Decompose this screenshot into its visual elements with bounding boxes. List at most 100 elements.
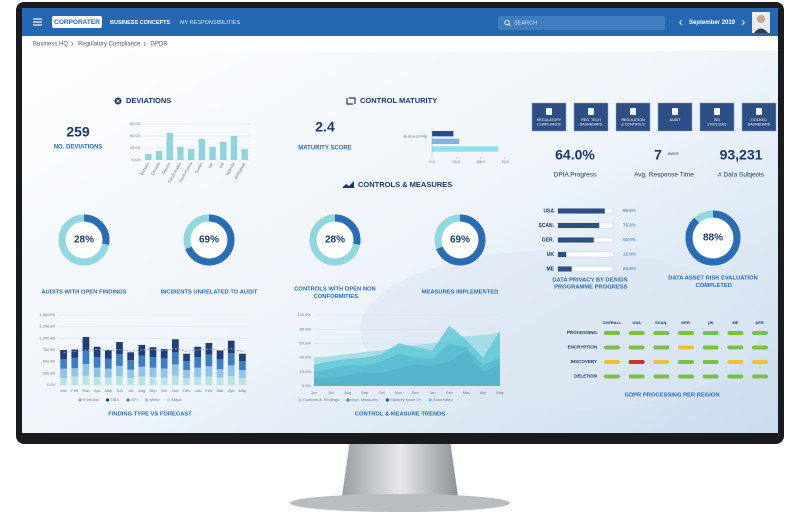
bar-segment (116, 342, 123, 355)
nav-tab[interactable]: BUSINESS CONCEPTS (110, 20, 171, 26)
breadcrumb-item[interactable]: Business HQ (33, 42, 68, 48)
legend-swatch (126, 398, 130, 402)
bar (230, 136, 238, 160)
tile-label[interactable]: DOCKED (751, 118, 767, 122)
breadcrumb-item[interactable]: Regulatory Compliance (78, 42, 141, 48)
panel-title: DEVIATIONS (126, 96, 171, 105)
search-placeholder[interactable]: SEARCH (514, 20, 537, 26)
prev-period[interactable] (678, 19, 683, 26)
bar (558, 208, 605, 214)
breadcrumb-bar (22, 36, 778, 51)
kpi-value: 7 (654, 147, 662, 163)
bar (187, 149, 195, 160)
x-tick-label: Bahrain (139, 162, 150, 176)
y-tick-label: 0.00 (132, 157, 141, 162)
stand-base (290, 494, 510, 512)
tile-label[interactable]: & CONTROLS (621, 122, 645, 126)
bar (209, 146, 216, 160)
tile[interactable] (657, 102, 693, 132)
next-period[interactable] (741, 19, 746, 26)
nav-tab[interactable]: MY RESPONSIBILITIES (180, 20, 240, 26)
period[interactable]: September 2019 (689, 20, 736, 26)
tile-label[interactable]: REGULATION (621, 118, 645, 122)
bar-segment (60, 350, 67, 360)
x-tick-label: Mexico (161, 161, 172, 175)
panel-title: CONTROLS & MEASURES (358, 180, 452, 189)
breadcrumb-item[interactable]: GPDR (150, 42, 168, 48)
x-tick-label: 0.0 (429, 159, 435, 164)
bar-segment (172, 375, 179, 385)
kpi-label: Avg. Response Time (634, 172, 694, 179)
bar-segment (194, 357, 202, 368)
menu-button[interactable] (33, 18, 42, 26)
tile-label[interactable]: AUDIT (670, 118, 682, 122)
donut-value: 69% (450, 235, 470, 246)
bar-segment (205, 354, 213, 367)
kpi-label: DPIA Progress (554, 172, 597, 179)
x-tick-label: May (496, 390, 504, 395)
tile[interactable] (615, 102, 651, 132)
tile-label[interactable]: REGULATORY (537, 118, 562, 122)
y-tick-label: 750.00 (43, 347, 56, 352)
bar (432, 146, 499, 152)
bar (558, 223, 600, 228)
tile[interactable] (573, 102, 609, 132)
tile[interactable] (531, 102, 567, 132)
x-tick-label: May (105, 388, 113, 393)
logo[interactable]: CORPORATER (54, 19, 100, 26)
x-tick-label: Dec (183, 388, 190, 393)
bar-segment (205, 366, 213, 377)
y-tick-label: 0.00 (47, 382, 56, 387)
row-label: DELETION (574, 374, 597, 379)
bar (220, 142, 227, 160)
tile-label[interactable]: 27001:2013 (708, 122, 727, 126)
bar-segment (71, 368, 79, 377)
bar-segment (216, 359, 224, 370)
bar-segment (239, 370, 246, 378)
bar-segment (239, 353, 246, 362)
legend-label: OFI (131, 397, 138, 402)
bar-segment (116, 354, 123, 366)
tile-label[interactable]: ISO (714, 118, 720, 122)
bar-segment (116, 365, 123, 377)
legend-swatch (145, 398, 149, 402)
bar-segment (71, 357, 79, 369)
tile-label[interactable]: REG. TECH (581, 118, 601, 122)
x-tick-label: UK (207, 161, 214, 169)
legend-swatch (167, 398, 171, 402)
x-tick-label: 75.0 (501, 159, 510, 164)
legend-label: OBS (111, 397, 120, 402)
status-cell (653, 360, 670, 364)
donut-caption: DATA ASSET RISK EVALUATION COMPLETED (668, 275, 758, 289)
tile-label[interactable]: DASHBOARD (748, 122, 771, 126)
donut-caption: MEASURES IMPLEMENTED (422, 290, 499, 296)
y-tick-label: 1,500.00 (39, 312, 55, 317)
status-cell (727, 374, 744, 379)
x-tick-label: Apr (480, 390, 487, 395)
kpi-label: # Data Subjects (718, 172, 765, 179)
bar-segment (183, 370, 190, 378)
kpi-value: 93,231 (720, 147, 763, 163)
y-tick-label: 500.00 (43, 359, 56, 364)
status-cell (604, 374, 620, 379)
chart-title: GDPR PROCESSING PER REGION (624, 393, 719, 399)
bar-segment (82, 336, 90, 351)
search-box[interactable] (498, 16, 665, 30)
y-tick-label: 80.0% (300, 326, 312, 331)
bar-segment (138, 376, 146, 385)
donut-value: 28% (74, 235, 94, 246)
bar-segment (149, 347, 157, 357)
value-label: 25.0% (623, 266, 636, 271)
x-tick-label: Oct (161, 388, 168, 393)
tile-label[interactable]: DASHBOARD (580, 122, 603, 126)
bar-segment (160, 358, 168, 369)
logo-box[interactable] (52, 16, 102, 28)
tile-label[interactable]: COMPLIANCE (537, 122, 561, 126)
tile[interactable] (741, 102, 777, 132)
status-cell (702, 374, 719, 379)
tile[interactable] (699, 102, 735, 132)
avatar-body (754, 28, 768, 33)
x-tick-label: Nov (395, 390, 402, 395)
deviations-icon (116, 99, 120, 103)
bar-segment (239, 361, 246, 371)
